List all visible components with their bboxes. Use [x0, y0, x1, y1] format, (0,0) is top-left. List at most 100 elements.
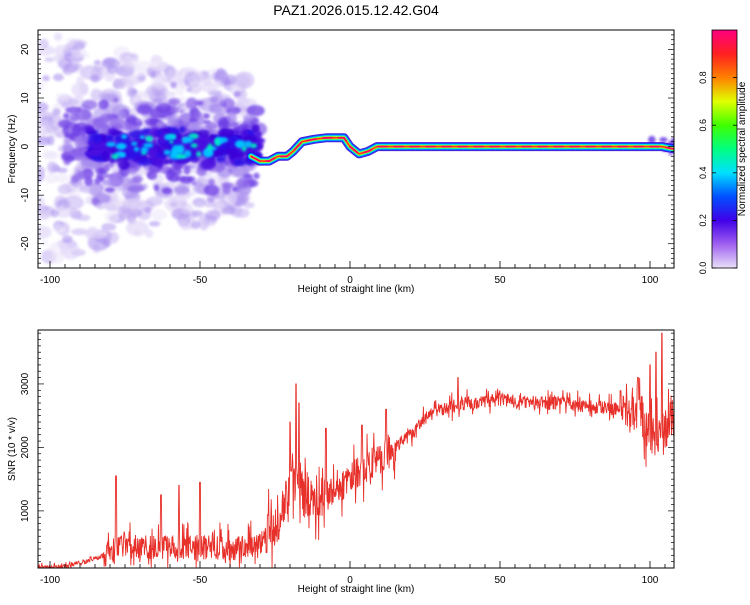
- spectrogram-blob: [167, 119, 180, 127]
- x-tick-label: -50: [193, 575, 208, 586]
- spectrogram-blob: [131, 141, 138, 146]
- spectrogram-blob: [201, 74, 213, 85]
- spectrogram-blob: [102, 178, 121, 187]
- spectrogram-blob: [110, 129, 123, 136]
- x-tick-label: 0: [347, 275, 353, 286]
- spectrogram-blob: [113, 97, 119, 103]
- spectrogram-blob: [53, 32, 63, 41]
- spectrogram-blob: [180, 176, 193, 184]
- spectrogram-blob: [99, 113, 114, 123]
- spectrogram-blob: [145, 135, 153, 142]
- spectrogram-blob: [189, 121, 202, 128]
- spectrogram-blob: [205, 122, 218, 130]
- spectrogram-blob: [62, 143, 73, 152]
- spectrogram-blob: [185, 97, 198, 110]
- spectrogram-blob: [174, 83, 185, 96]
- spectrogram-blob: [38, 165, 46, 176]
- spectrogram-blob: [152, 97, 163, 105]
- spectrogram-blob: [50, 209, 59, 218]
- spectrogram-blob: [67, 98, 79, 107]
- spectrogram-blob: [122, 74, 141, 86]
- spectrogram-blob: [218, 137, 229, 143]
- colorbar-tick-label: 0.0: [698, 262, 708, 275]
- snr-series-line: [38, 332, 674, 568]
- spectrogram-blob: [173, 185, 190, 195]
- spectrogram-blob: [68, 39, 87, 49]
- y-tick-label: -20: [20, 236, 31, 251]
- spectrogram-blob: [205, 209, 221, 221]
- spectrogram-blob: [38, 42, 45, 56]
- spectrogram-blob: [207, 143, 213, 151]
- spectrogram-blob: [102, 223, 116, 231]
- spectrogram-blob: [235, 71, 255, 89]
- spectrogram-blob: [145, 229, 154, 239]
- spectrogram-blob: [55, 92, 69, 100]
- spectrogram-blob: [42, 150, 58, 158]
- spectrogram-blob: [191, 220, 201, 230]
- colorbar-tick-label: 0.6: [698, 119, 708, 132]
- spectrogram-blob: [41, 37, 49, 47]
- spectrogram-blob: [217, 127, 235, 139]
- spectrogram-blob: [62, 195, 85, 210]
- spectrogram-blob: [143, 143, 154, 148]
- spectrogram-blob: [191, 180, 197, 186]
- spectrogram-blob: [117, 109, 128, 119]
- spectrogram-blob: [38, 122, 52, 136]
- spectrogram-blob: [243, 114, 254, 123]
- spectrogram-blob: [169, 139, 174, 144]
- spectrogram-blob: [209, 95, 219, 104]
- spectrogram-blob: [209, 133, 215, 140]
- spectrogram-blob: [196, 167, 207, 177]
- spectrogram-blob: [208, 178, 215, 186]
- colorbar-tick-label: 0.2: [698, 214, 708, 227]
- spectrogram-blob: [109, 158, 115, 163]
- spectrogram-blob: [234, 208, 250, 218]
- spectrogram-blob: [136, 104, 152, 115]
- spectrogram-frame: [37, 29, 675, 269]
- spectrogram-blob: [101, 58, 121, 69]
- spectrogram-blob: [169, 128, 175, 133]
- spectrogram-blob: [208, 103, 223, 114]
- spectrogram-blob: [166, 114, 176, 121]
- spectrogram-blob: [127, 184, 146, 193]
- spectrogram-blob: [69, 111, 80, 121]
- snr-y-ticks: 1000 2000 3000: [20, 332, 674, 563]
- spectrogram-blob: [217, 176, 230, 182]
- spectrogram-blob: [122, 199, 144, 208]
- spectrogram-blob: [125, 114, 137, 124]
- spectrogram-blob: [226, 112, 237, 124]
- snr-frame: [37, 329, 675, 569]
- spectrogram-blob: [215, 145, 223, 151]
- spectrogram-blob: [238, 97, 250, 106]
- spectrogram-blob: [193, 110, 202, 119]
- spectrogram-blob: [52, 108, 61, 116]
- spectrogram-blob: [139, 135, 145, 140]
- spectrogram-blob: [148, 220, 161, 227]
- spectrogram-blob: [140, 146, 149, 153]
- spectrogram-blob: [38, 136, 51, 146]
- spectrogram-blob: [111, 153, 119, 160]
- spectrogram-blob: [168, 158, 174, 165]
- spectrogram-blob: [203, 184, 220, 196]
- spectrogram-blob: [61, 182, 71, 191]
- spectrogram-blob: [155, 102, 172, 114]
- spectrogram-blob: [182, 113, 189, 124]
- colorbar-label: Normalized spectral amplitude: [737, 81, 748, 216]
- snr-plot-area: [38, 330, 674, 568]
- spectrogram-blob: [151, 77, 171, 89]
- spectrogram-blob: [178, 110, 185, 114]
- spectrogram-blob: [71, 124, 81, 138]
- spectrogram-blob: [105, 187, 115, 193]
- spectrogram-blob: [48, 241, 69, 256]
- spectrogram-blob: [42, 75, 50, 82]
- spectrogram-blob: [63, 154, 76, 162]
- spectrogram-blob: [132, 91, 149, 104]
- x-tick-label: 0: [347, 575, 353, 586]
- spectrogram-blob: [151, 209, 168, 221]
- spectrogram-blob: [240, 126, 251, 130]
- spectrogram-blob: [170, 135, 176, 140]
- spectrogram-y-ticks: -20 -10 0 10 20: [20, 29, 674, 269]
- figure-title: PAZ1.2026.015.12.42.G04: [273, 2, 439, 18]
- spectrogram-blob: [76, 76, 85, 85]
